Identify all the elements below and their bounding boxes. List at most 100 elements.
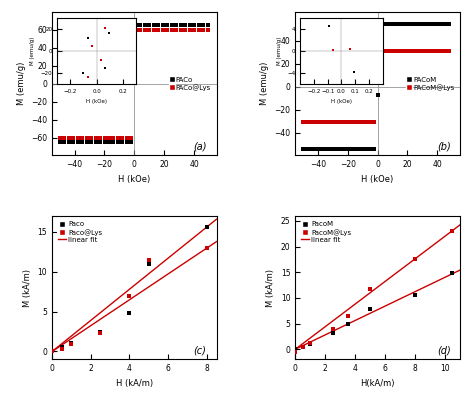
X-axis label: H (kA/m): H (kA/m) [116, 379, 153, 388]
Point [329, 145, 337, 152]
Point [145, 256, 153, 263]
Point [155, 26, 162, 33]
Point [200, 22, 207, 28]
Point [404, 48, 411, 54]
Point [186, 22, 193, 28]
Point [325, 119, 333, 125]
Point [396, 21, 404, 28]
Point [314, 145, 322, 152]
Point [325, 145, 333, 152]
Point [389, 48, 396, 54]
Point [303, 119, 310, 125]
Point [445, 48, 453, 54]
Point [385, 48, 393, 54]
Point [340, 119, 348, 125]
Point [426, 21, 434, 28]
Text: (d): (d) [437, 346, 450, 356]
Point [363, 119, 370, 125]
Point [378, 21, 385, 28]
Point [448, 270, 456, 276]
Point [348, 119, 356, 125]
Point [445, 48, 453, 54]
Point [408, 48, 415, 54]
Point [441, 48, 449, 54]
Point [96, 134, 104, 141]
Point [337, 145, 344, 152]
Text: (a): (a) [193, 142, 207, 152]
Point [307, 145, 314, 152]
Point [415, 21, 423, 28]
Point [83, 139, 91, 145]
Point [382, 48, 389, 54]
Point [204, 26, 211, 33]
Point [307, 341, 314, 347]
Point [392, 21, 400, 28]
Point [441, 21, 449, 28]
Point [60, 139, 68, 145]
Point [430, 21, 438, 28]
Point [137, 26, 144, 33]
Point [186, 26, 193, 33]
Point [195, 26, 202, 33]
Point [363, 145, 370, 152]
Point [195, 22, 202, 28]
Point [191, 22, 198, 28]
Point [344, 320, 352, 327]
Point [159, 22, 167, 28]
Point [344, 313, 352, 319]
Point [378, 48, 385, 54]
Point [299, 344, 307, 350]
Legend: PACoM, PACoM@Lys: PACoM, PACoM@Lys [405, 75, 456, 93]
Point [78, 139, 86, 145]
Point [173, 22, 180, 28]
Point [411, 256, 419, 263]
Point [69, 139, 77, 145]
Y-axis label: M (emu/g): M (emu/g) [260, 62, 269, 105]
Point [400, 21, 408, 28]
Point [426, 48, 434, 54]
Point [83, 134, 91, 141]
Point [438, 21, 445, 28]
Point [203, 245, 210, 251]
Point [155, 26, 162, 33]
Point [123, 134, 131, 141]
Point [404, 21, 411, 28]
Point [118, 139, 126, 145]
Point [68, 341, 75, 348]
Point [105, 134, 113, 141]
Point [126, 292, 133, 299]
Point [370, 145, 378, 152]
Point [65, 134, 73, 141]
Point [370, 119, 378, 125]
Point [366, 145, 374, 152]
Point [321, 145, 329, 152]
Point [299, 344, 307, 350]
Point [114, 139, 122, 145]
Point [426, 21, 434, 28]
Point [340, 119, 348, 125]
Point [100, 139, 108, 145]
Point [303, 145, 310, 152]
Point [141, 26, 149, 33]
Point [352, 145, 359, 152]
Point [374, 92, 382, 98]
Point [411, 48, 419, 54]
Point [337, 145, 344, 152]
Point [155, 22, 162, 28]
Point [173, 26, 180, 33]
Point [348, 145, 356, 152]
Point [195, 26, 202, 33]
Point [109, 139, 117, 145]
Point [68, 340, 75, 346]
Point [352, 145, 359, 152]
Point [408, 48, 415, 54]
Point [65, 139, 73, 145]
Point [423, 21, 430, 28]
Point [344, 119, 352, 125]
Point [318, 145, 325, 152]
Point [430, 48, 438, 54]
Point [200, 22, 207, 28]
Point [299, 119, 307, 125]
Point [382, 48, 389, 54]
Point [370, 119, 378, 125]
